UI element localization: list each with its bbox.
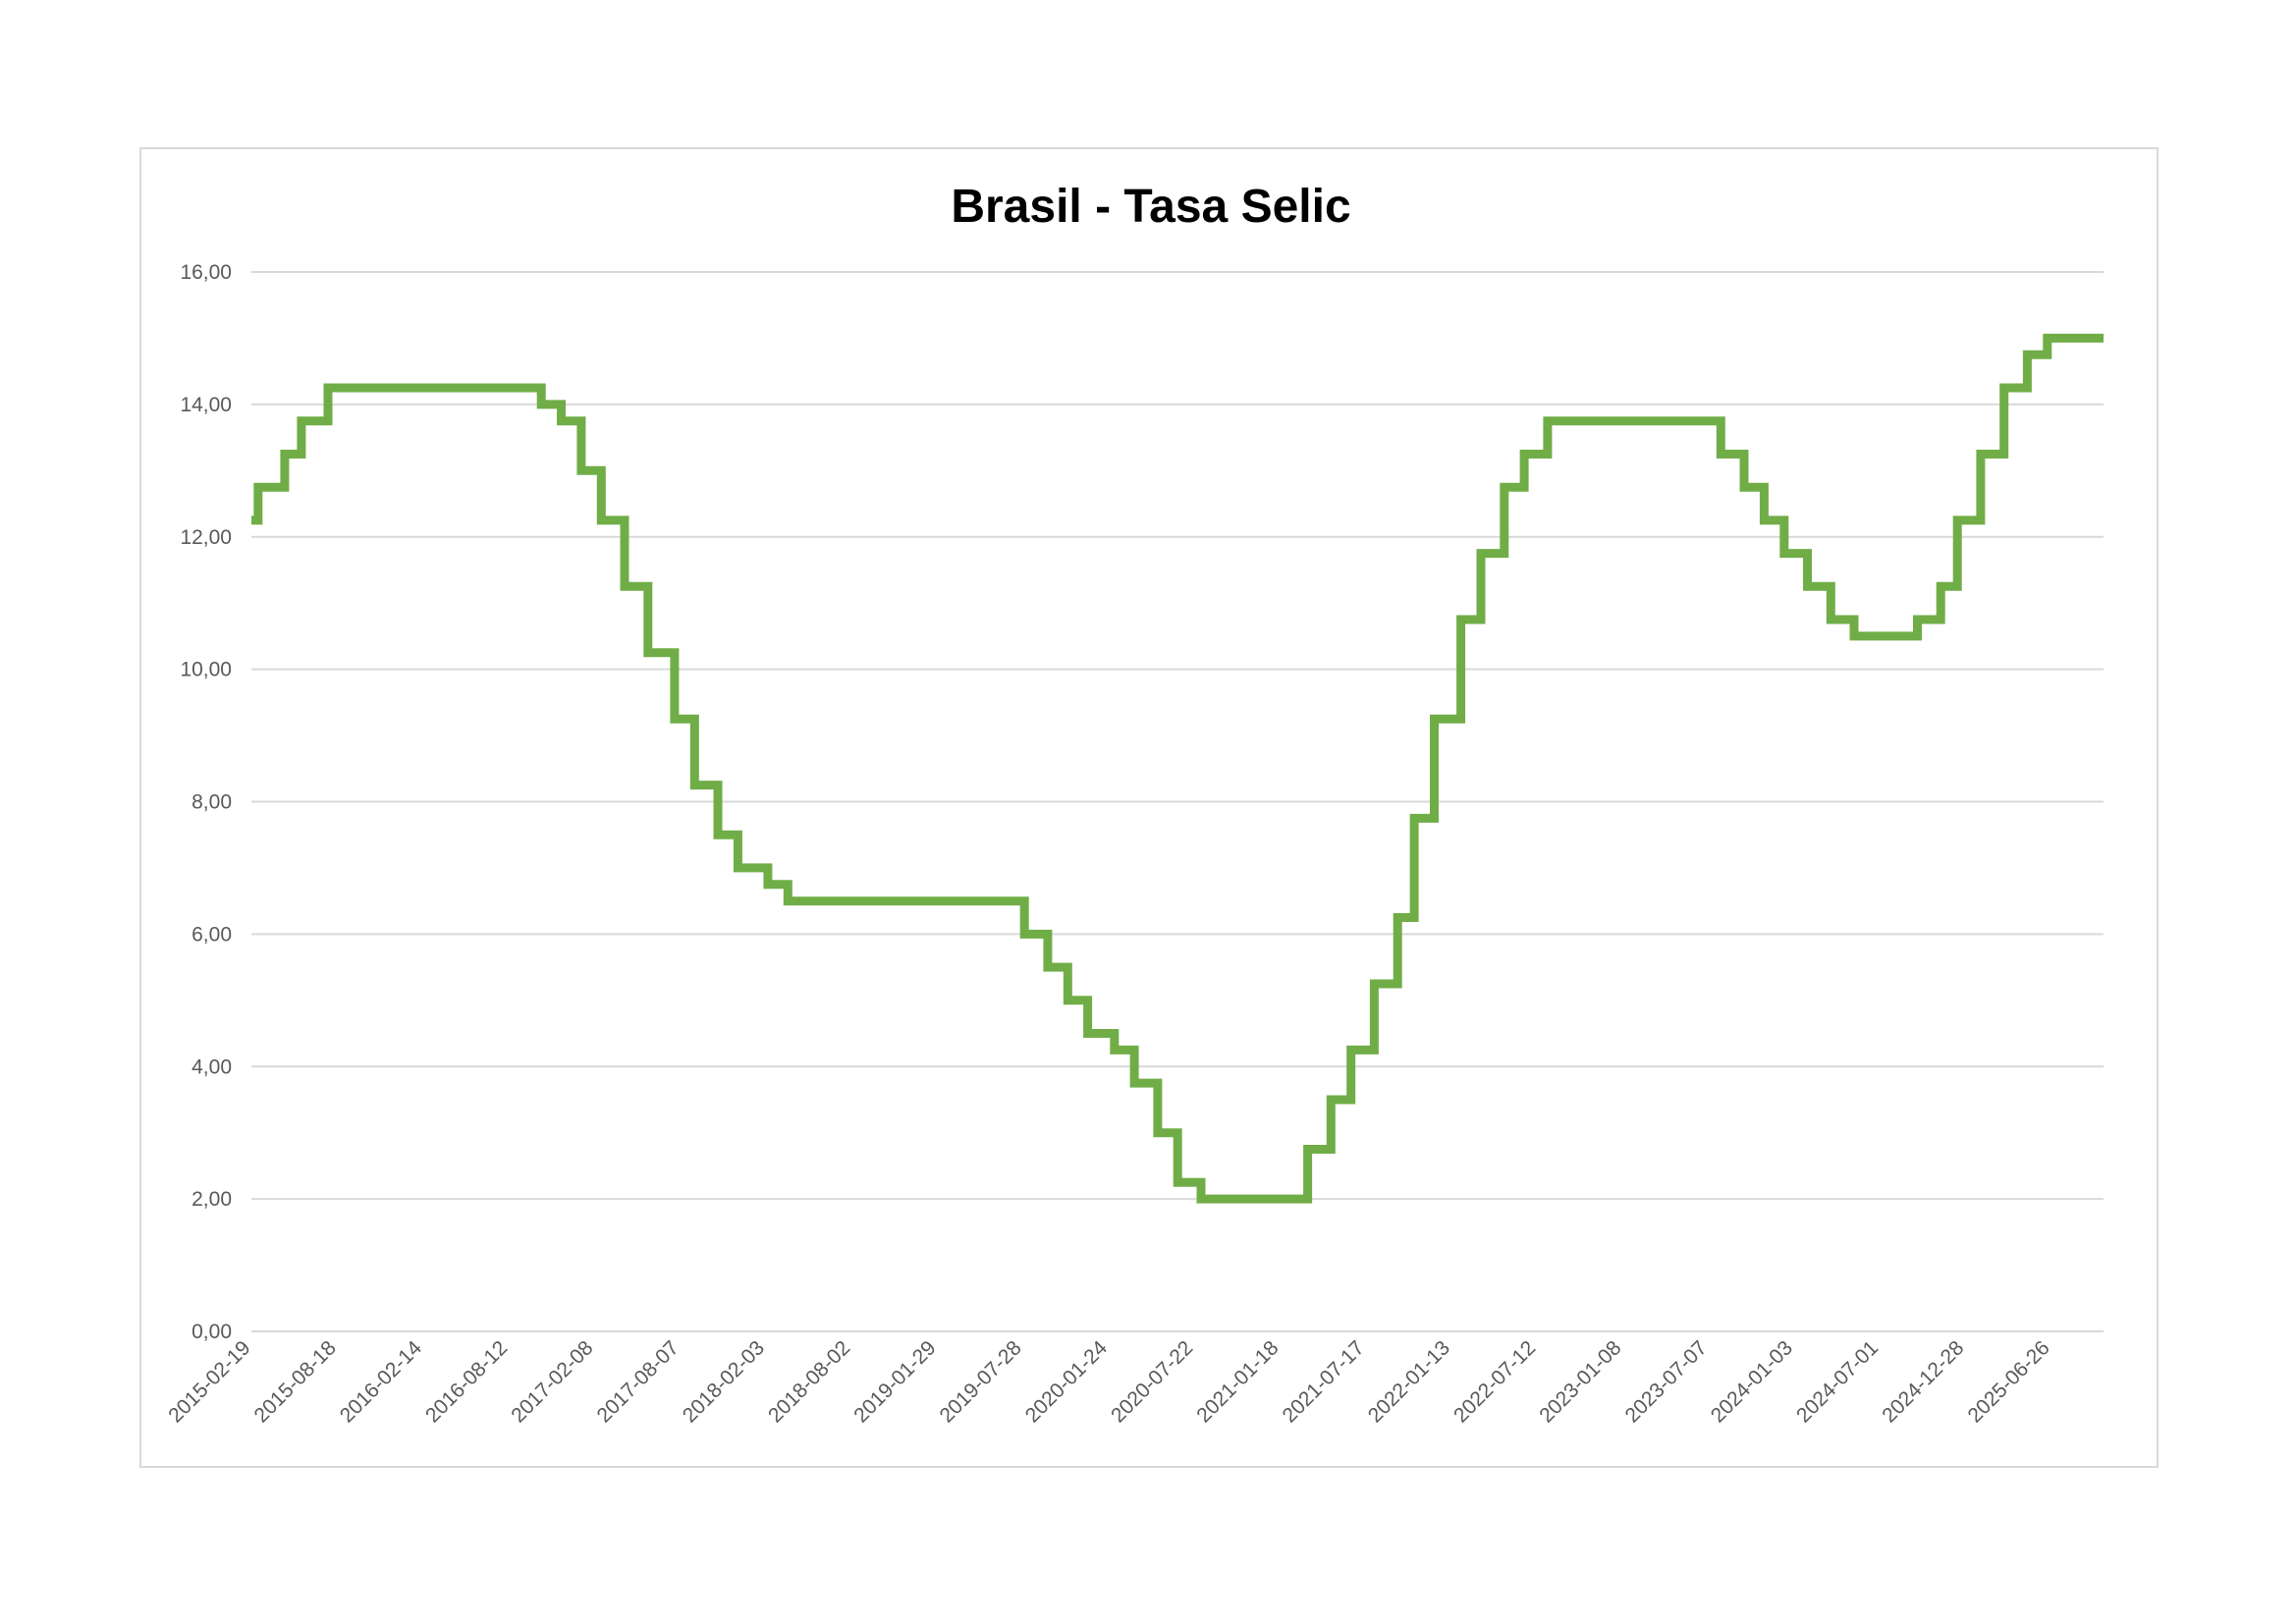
x-tick-label: 2020-07-22 — [1107, 1336, 1197, 1427]
y-axis-tick-labels: 0,00 2,00 4,00 6,00 8,00 10,00 12,00 14,00 16,00 — [180, 261, 232, 1343]
y-tick-label: 10,00 — [180, 659, 232, 681]
y-tick-label: 8,00 — [191, 791, 232, 814]
y-tick-label: 16,00 — [180, 261, 232, 284]
x-tick-label: 2019-07-28 — [936, 1336, 1026, 1427]
series-layer — [251, 333, 2104, 1204]
x-tick-label: 2016-02-14 — [336, 1336, 426, 1427]
y-tick-label: 6,00 — [191, 923, 232, 946]
gridlines — [251, 271, 2104, 1332]
y-tick-label: 4,00 — [191, 1055, 232, 1078]
x-tick-label: 2025-06-26 — [1964, 1336, 2054, 1427]
x-tick-label: 2017-02-08 — [507, 1336, 597, 1427]
x-tick-label: 2015-08-18 — [250, 1336, 341, 1427]
y-tick-label: 2,00 — [191, 1188, 232, 1211]
x-tick-label: 2016-08-12 — [421, 1336, 512, 1427]
x-tick-label: 2021-01-18 — [1192, 1336, 1283, 1427]
x-tick-label: 2023-07-07 — [1621, 1336, 1712, 1427]
x-tick-label: 2022-07-12 — [1449, 1336, 1540, 1427]
x-tick-label: 2023-01-08 — [1535, 1336, 1625, 1427]
x-tick-label: 2024-12-28 — [1878, 1336, 1968, 1427]
x-tick-label: 2024-01-03 — [1707, 1336, 1797, 1427]
x-tick-label: 2019-01-29 — [849, 1336, 940, 1427]
chart-svg: Brasil - Tasa Selic 0,00 2,00 4,00 6,00 8,00… — [164, 181, 2104, 1427]
x-tick-label: 2021-07-17 — [1279, 1336, 1369, 1427]
y-tick-label: 0,00 — [191, 1321, 232, 1343]
x-tick-label: 2018-08-02 — [764, 1336, 854, 1427]
y-tick-label: 14,00 — [180, 394, 232, 416]
series-line — [251, 333, 2104, 1204]
x-tick-label: 2017-08-07 — [593, 1336, 683, 1427]
y-tick-label: 12,00 — [180, 526, 232, 549]
x-tick-label: 2022-01-13 — [1364, 1336, 1454, 1427]
chart-title: Brasil - Tasa Selic — [951, 181, 1350, 233]
x-tick-label: 2015-02-19 — [164, 1336, 254, 1427]
chart-frame: Brasil - Tasa Selic 0,00 2,00 4,00 6,00 8,00… — [139, 147, 2159, 1468]
x-tick-label: 2024-07-01 — [1792, 1336, 1883, 1427]
x-tick-label: 2018-02-03 — [679, 1336, 769, 1427]
x-tick-label: 2020-01-24 — [1021, 1336, 1112, 1427]
x-axis-tick-labels: 2015-02-192015-08-182016-02-142016-08-12… — [164, 1336, 2053, 1427]
